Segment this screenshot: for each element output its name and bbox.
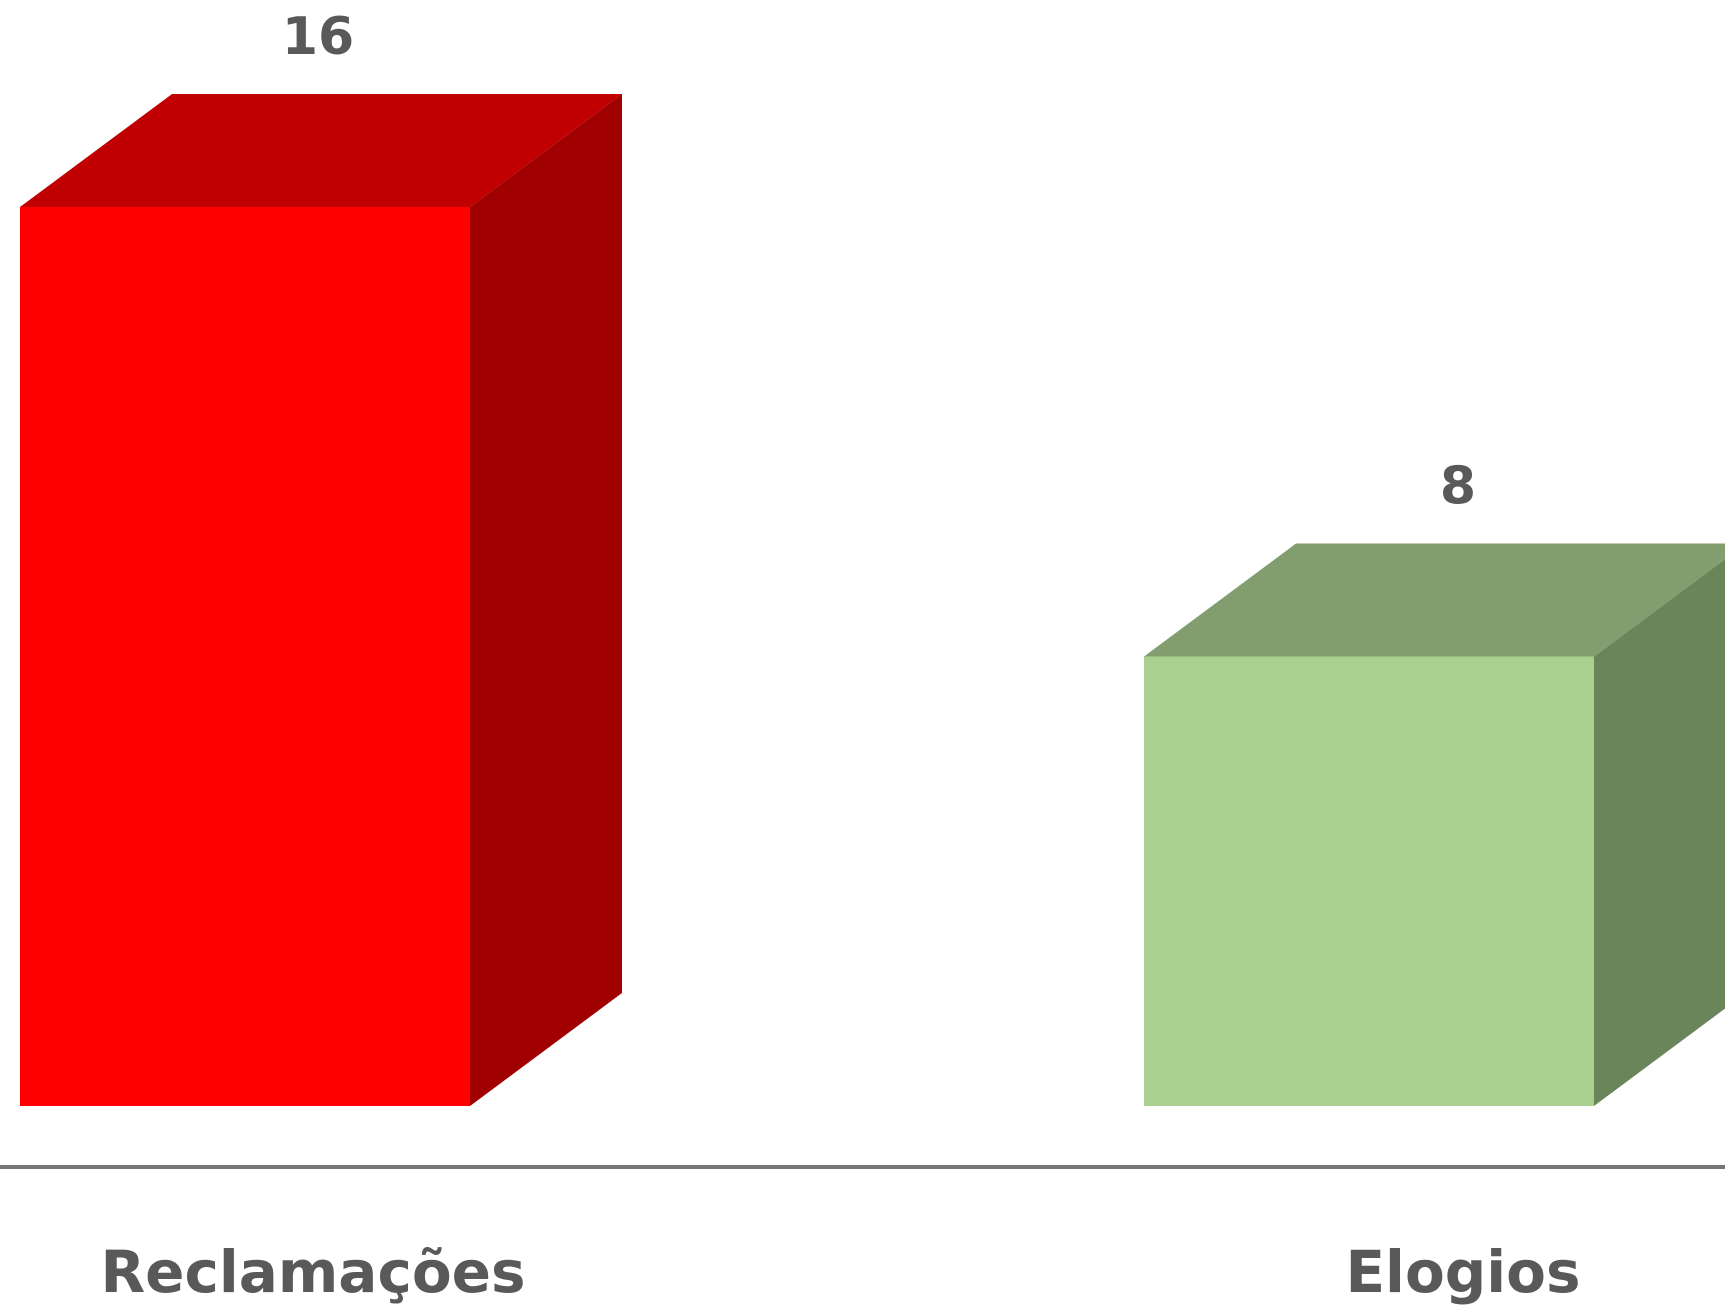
- data-label-elogios: 8: [1440, 457, 1476, 517]
- category-label-elogios: Elogios: [1345, 1238, 1580, 1305]
- category-label-reclamacoes: Reclamações: [100, 1238, 525, 1305]
- bar-top-0: [20, 94, 622, 207]
- data-label-reclamacoes: 16: [282, 7, 354, 67]
- bar-front-1: [1144, 656, 1594, 1106]
- bar-side-1: [1594, 559, 1725, 1106]
- bar-top-1: [1144, 543, 1725, 657]
- bar-front-0: [20, 207, 470, 1106]
- bars-group: [20, 94, 1725, 1106]
- bar-side-0: [470, 94, 622, 1106]
